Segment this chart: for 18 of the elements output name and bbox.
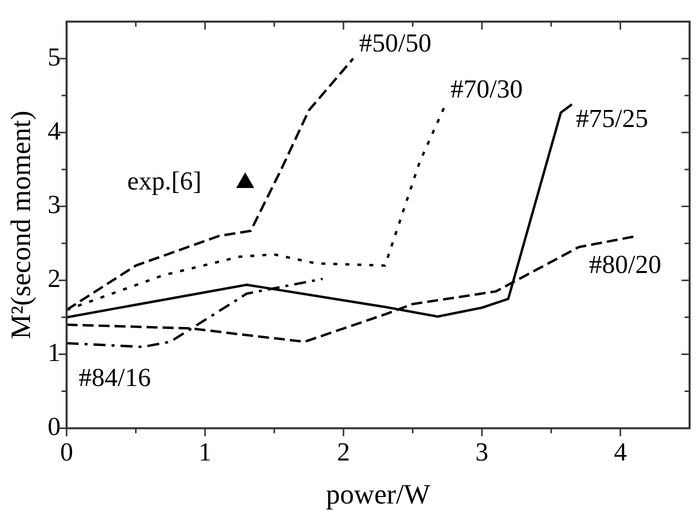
x-tick-label: 1 [198, 438, 212, 467]
y-tick-label: 0 [48, 412, 61, 442]
series-label: exp.[6] [127, 166, 202, 196]
y-tick-label: 4 [48, 116, 61, 146]
series-label: #50/50 [359, 28, 432, 58]
series-label: #84/16 [78, 363, 151, 392]
y-tick-label: 3 [48, 190, 61, 220]
series-label: #75/25 [576, 104, 648, 134]
series-label: #70/30 [450, 74, 523, 104]
y-tick-label: 2 [48, 264, 61, 294]
y-axis-title: M²(second moment) [6, 110, 38, 340]
series-label: #80/20 [588, 250, 662, 279]
y-tick-label: 5 [48, 42, 61, 72]
x-tick-label: 4 [614, 438, 627, 467]
y-tick-label: 1 [48, 338, 61, 368]
x-tick-label: 2 [336, 438, 350, 467]
x-tick-label: 3 [475, 438, 488, 467]
x-axis-title: power/W [326, 480, 431, 511]
